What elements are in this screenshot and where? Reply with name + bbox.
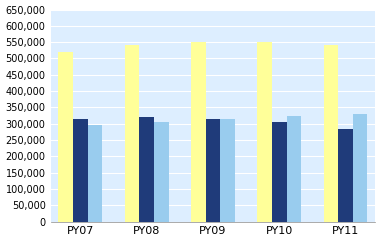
Bar [338,129,353,222]
Bar [206,119,220,222]
Bar [324,45,338,222]
Bar [287,116,301,222]
Bar [125,45,139,222]
Bar [139,117,154,222]
Bar [220,119,235,222]
Bar [272,122,287,222]
Bar [59,52,73,222]
Bar [73,119,88,222]
Bar [258,42,272,222]
Bar [353,114,368,222]
Bar [88,125,102,222]
Bar [154,122,168,222]
Bar [191,42,206,222]
